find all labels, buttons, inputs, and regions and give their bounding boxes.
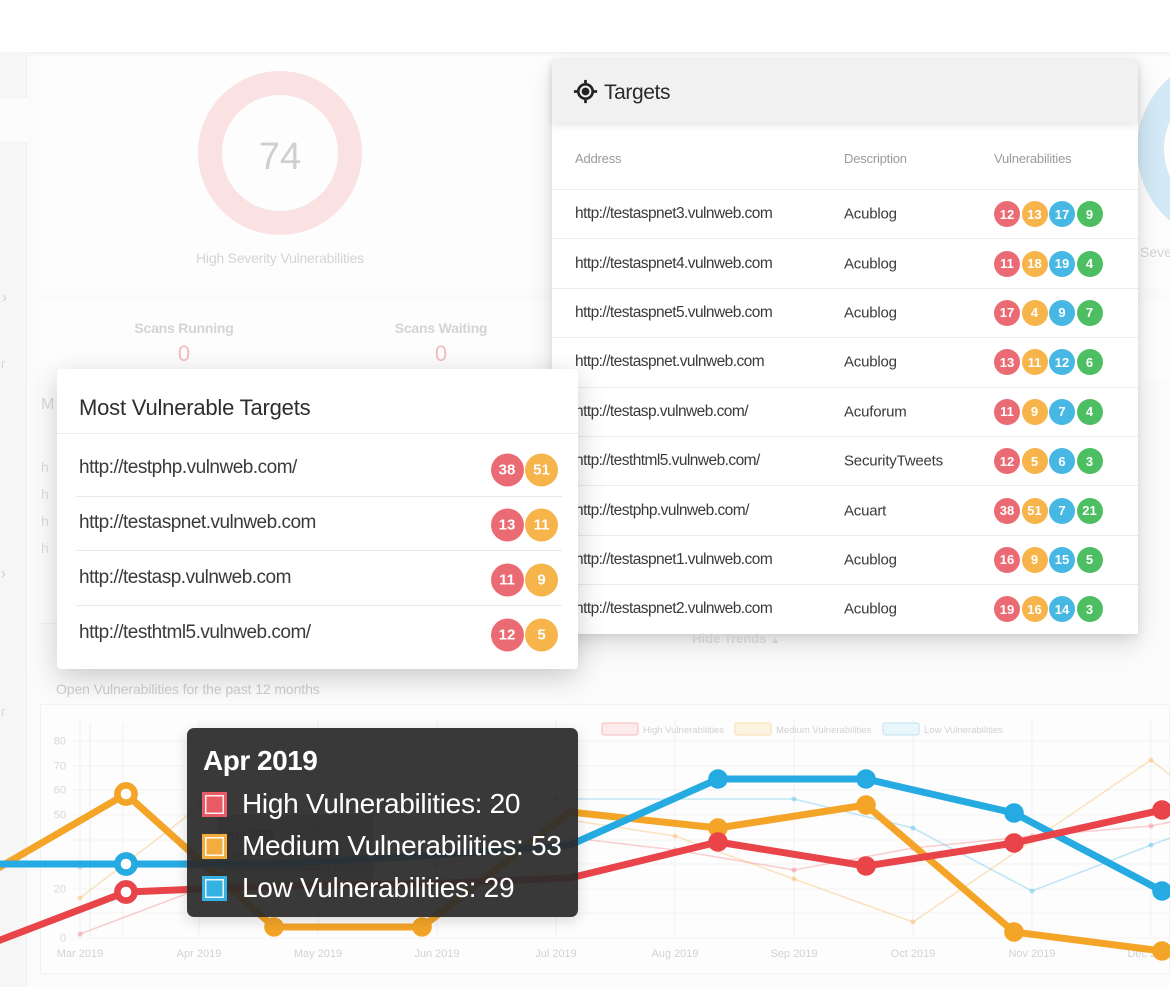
svg-text:50: 50	[54, 810, 66, 822]
svg-text:70: 70	[54, 761, 66, 773]
svg-text:20: 20	[54, 884, 66, 896]
svg-text:Sep 2019: Sep 2019	[770, 948, 817, 960]
svg-text:Aug 2019: Aug 2019	[651, 948, 698, 960]
svg-text:High Vulnerabilities: High Vulnerabilities	[643, 725, 724, 736]
svg-text:Mar 2019: Mar 2019	[57, 948, 103, 960]
svg-text:0: 0	[60, 933, 66, 945]
svg-text:Jun 2019: Jun 2019	[414, 948, 459, 960]
svg-text:Oct 2019: Oct 2019	[891, 948, 936, 960]
svg-text:Low Vulnerabilities: Low Vulnerabilities	[924, 725, 1003, 736]
svg-text:May 2019: May 2019	[294, 948, 342, 960]
svg-text:Medium Vulnerabilities: Medium Vulnerabilities	[776, 725, 871, 736]
svg-text:80: 80	[54, 736, 66, 748]
svg-text:Jul 2019: Jul 2019	[535, 948, 577, 960]
svg-text:60: 60	[54, 785, 66, 797]
svg-text:Apr 2019: Apr 2019	[177, 948, 222, 960]
svg-text:Nov 2019: Nov 2019	[1008, 948, 1055, 960]
